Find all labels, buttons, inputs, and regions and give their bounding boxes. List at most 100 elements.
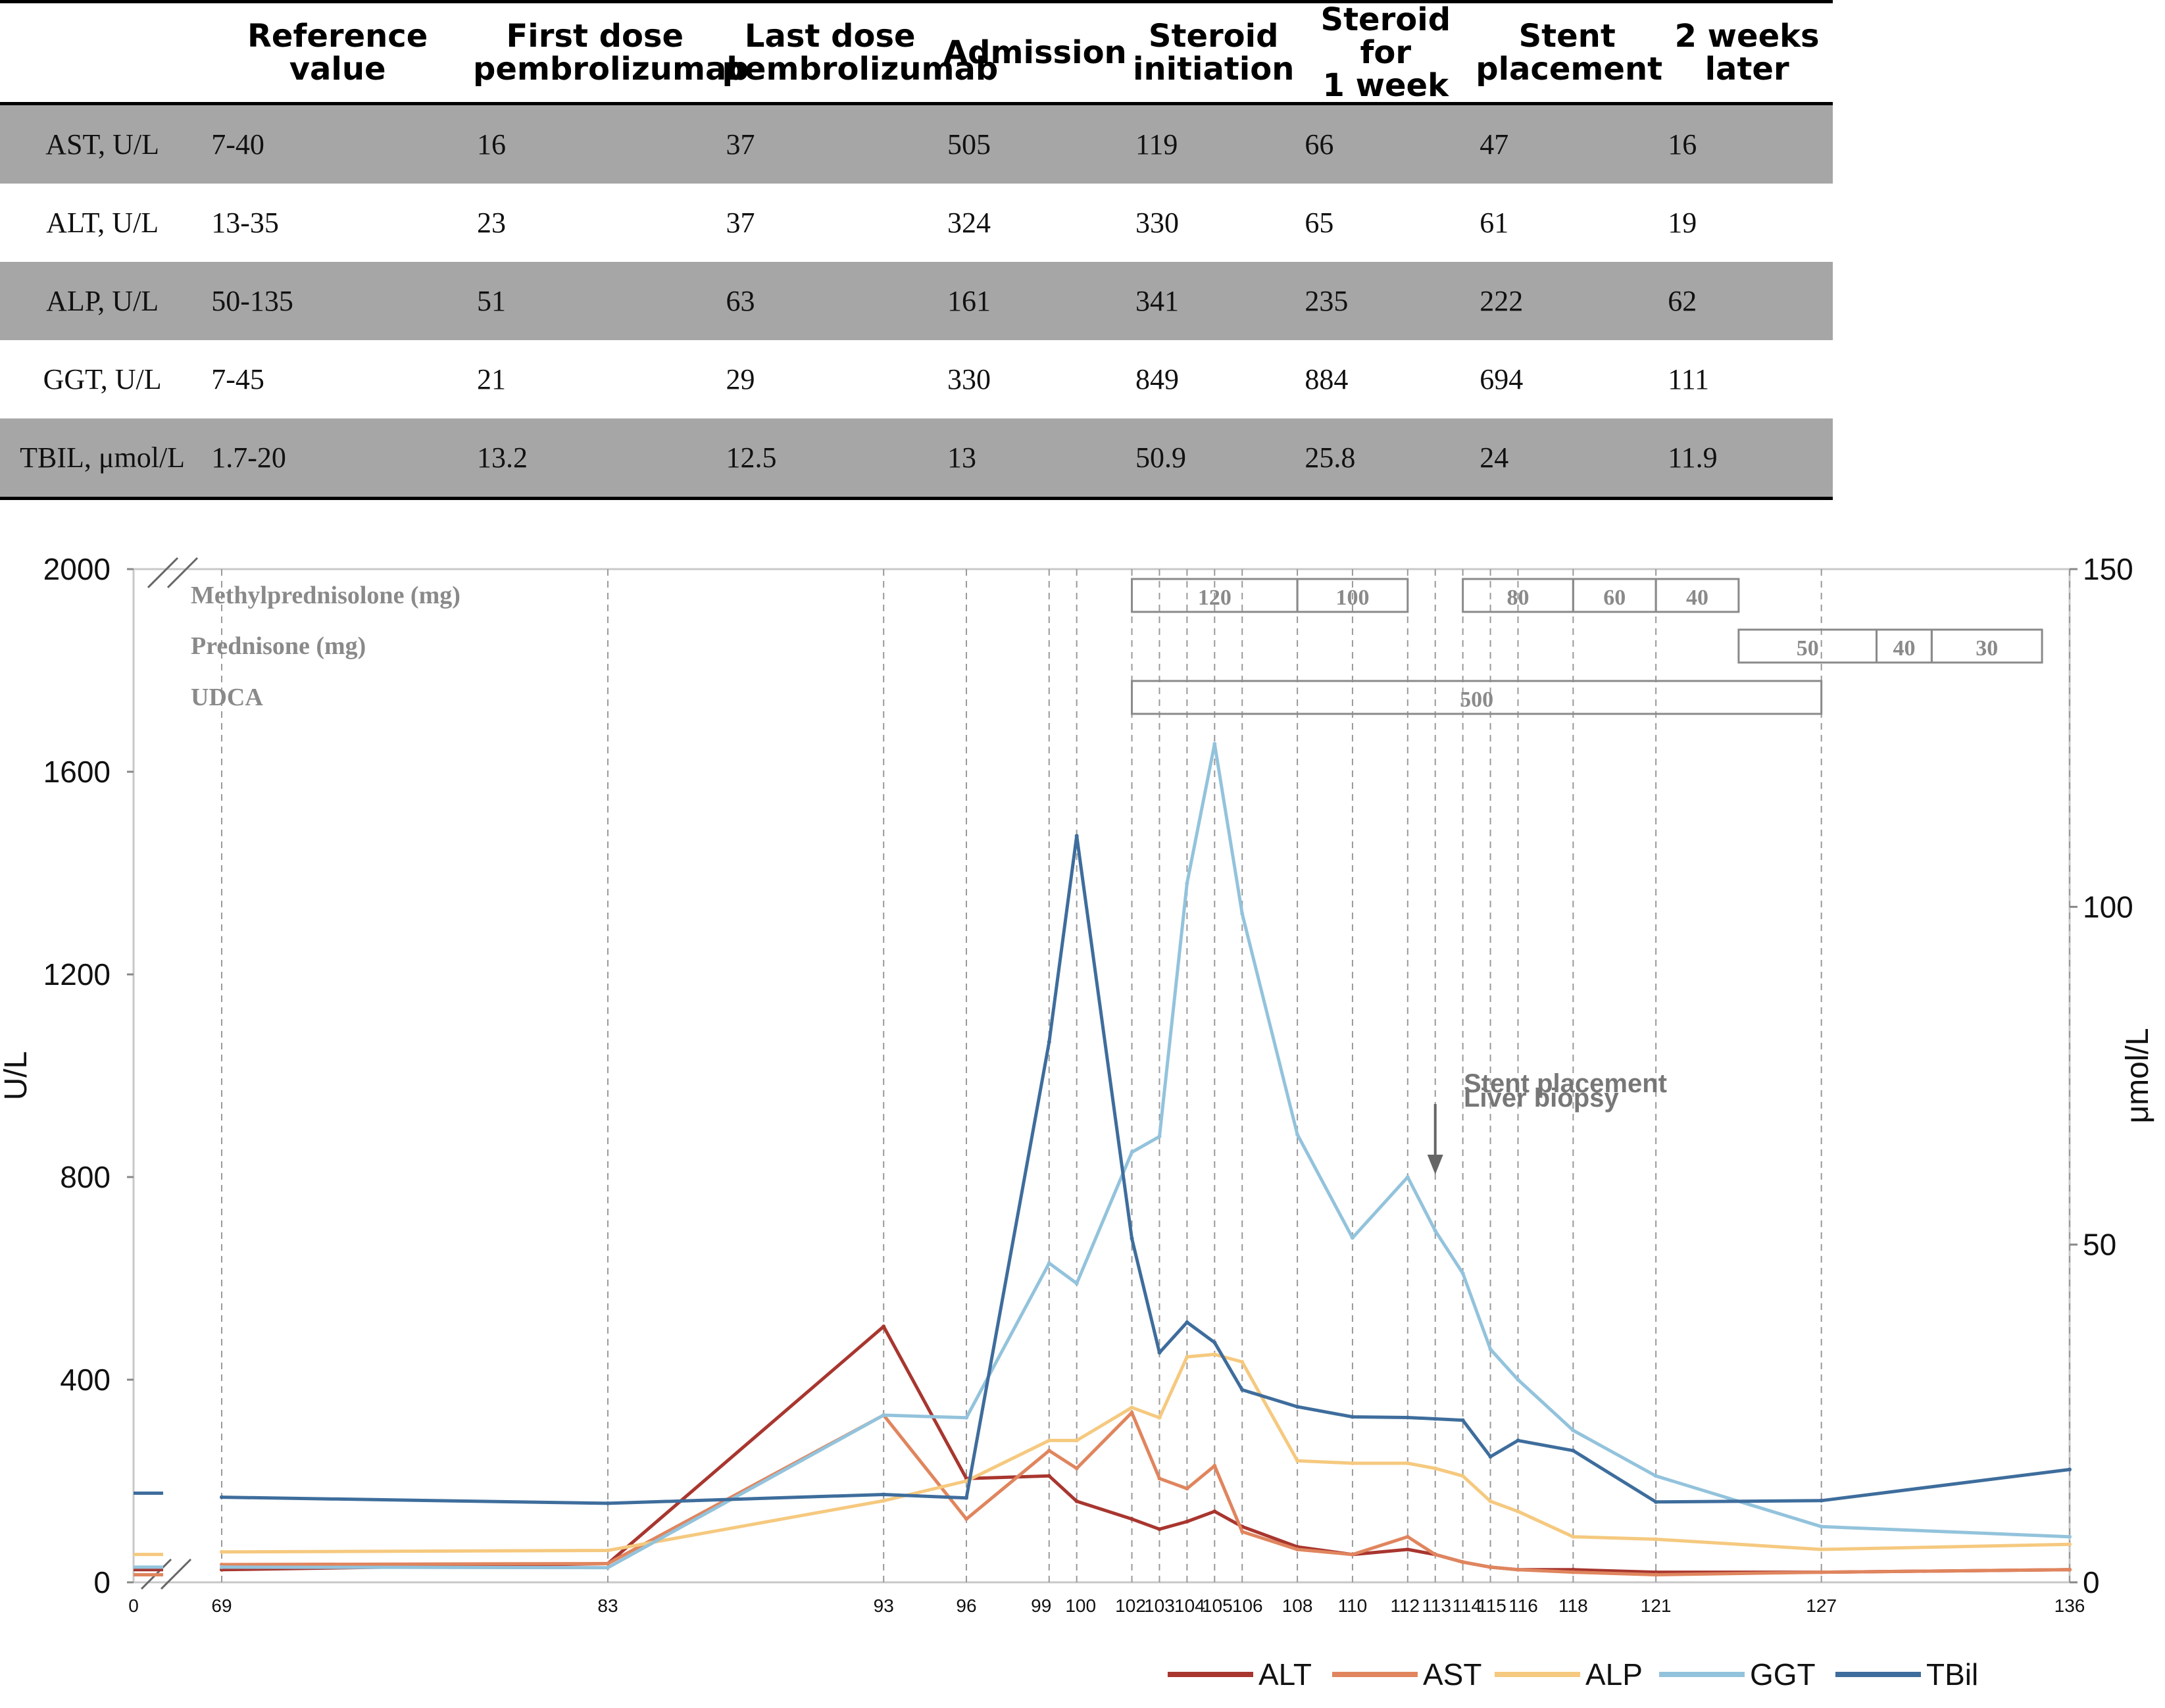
- y-tick-label: 1600: [43, 755, 111, 789]
- data-point-alp: [1185, 1355, 1189, 1359]
- data-point-ggt: [1571, 1428, 1576, 1432]
- x-tick-label: 121: [1641, 1595, 1672, 1616]
- x-tick-label: 69: [211, 1595, 232, 1616]
- data-point-tbil: [1488, 1455, 1493, 1459]
- x-tick-label: 93: [874, 1595, 894, 1616]
- data-point-tbil: [964, 1495, 968, 1500]
- x-tick-label: 136: [2054, 1595, 2085, 1616]
- data-point-alp: [1516, 1509, 1520, 1514]
- data-point-ast: [1240, 1530, 1245, 1534]
- treatment-label: UDCA: [191, 684, 263, 711]
- data-point-tbil: [2068, 1467, 2072, 1472]
- y2-tick-label: 50: [2083, 1228, 2116, 1262]
- table-cell: 12.5: [719, 418, 941, 500]
- data-point-alp: [1654, 1537, 1658, 1542]
- legend-label-tbil: TBil: [1926, 1657, 1978, 1692]
- data-point-ast: [1819, 1570, 1824, 1574]
- treatment-segment: [1131, 680, 1823, 715]
- data-point-tbil: [1074, 834, 1079, 838]
- data-point-ast: [1433, 1552, 1437, 1557]
- treatment-dose: 60: [1603, 586, 1626, 610]
- treatment-dose: 100: [1335, 586, 1369, 610]
- data-point-tbil: [1295, 1405, 1300, 1409]
- table-cell: 51: [470, 262, 720, 340]
- table-row: GGT, U/L 7-45 21 29 330 849 884 694 111: [0, 340, 1833, 418]
- data-point-ast: [1488, 1565, 1493, 1569]
- y2-axis-label: μmol/L: [2120, 1028, 2155, 1123]
- data-point-alp: [1433, 1466, 1437, 1470]
- plot-frame: [132, 568, 2071, 1584]
- treatment-dose: 120: [1198, 586, 1232, 610]
- data-point-alt: [1212, 1509, 1217, 1514]
- y2-tick-label: 0: [2083, 1565, 2100, 1599]
- data-point-ggt: [1074, 1281, 1079, 1286]
- data-point-ggt: [1157, 1134, 1162, 1139]
- y-axis-label: U/L: [0, 1051, 34, 1101]
- table-body: AST, U/L 7-40 16 37 505 119 66 47 16 ALT, U/L 13-3…: [0, 103, 1833, 500]
- series-line-alp: [221, 1353, 2070, 1554]
- data-point-alp: [1212, 1352, 1217, 1357]
- data-point-tbil: [1405, 1415, 1410, 1420]
- data-point-ggt: [1185, 881, 1189, 886]
- data-point-alt: [1405, 1547, 1410, 1551]
- table-cell: 505: [941, 103, 1129, 184]
- table-cell: 7-45: [211, 363, 264, 395]
- table-cell: 25.8: [1298, 418, 1474, 500]
- data-point-tbil: [1130, 1236, 1134, 1241]
- table-cell: 13.2: [470, 418, 720, 500]
- x-tick-label: 103: [1144, 1595, 1175, 1616]
- treatment-dose: 80: [1506, 586, 1529, 610]
- data-point-alt: [1130, 1517, 1134, 1521]
- x-tick-label: 0: [128, 1595, 139, 1616]
- table-cell: 694: [1480, 363, 1524, 395]
- data-point-alp: [882, 1499, 886, 1503]
- x-tick-label: 118: [1558, 1595, 1588, 1616]
- table-cell: 66: [1298, 103, 1474, 184]
- y2-tick-label: 150: [2083, 552, 2133, 586]
- data-point-tbil: [1433, 1417, 1437, 1421]
- data-point-alp: [964, 1479, 968, 1483]
- data-point-alp: [1074, 1438, 1079, 1443]
- data-point-ggt: [2068, 1534, 2072, 1539]
- data-point-tbil: [1240, 1388, 1245, 1392]
- column-header: Steroid for 1 week: [1298, 0, 1474, 105]
- x-tick-label: 116: [1508, 1595, 1538, 1616]
- data-point-tbil: [1047, 1040, 1051, 1044]
- data-point-ggt: [1433, 1228, 1437, 1233]
- x-tick-label: 108: [1282, 1595, 1313, 1616]
- data-point-ggt: [964, 1415, 968, 1420]
- row-label: GGT, U/L: [43, 363, 162, 395]
- table-cell: 65: [1305, 207, 1334, 239]
- data-point-ggt: [1350, 1236, 1355, 1240]
- x-tick-label: 102: [1115, 1595, 1146, 1616]
- x-tick-label: 110: [1338, 1595, 1368, 1616]
- data-point-ast: [964, 1517, 968, 1521]
- table-cell: 13-35: [211, 207, 279, 239]
- x-tick-label: 105: [1202, 1595, 1233, 1616]
- table-cell: 21: [477, 363, 506, 395]
- table-cell: 341: [1129, 262, 1299, 340]
- x-tick-label: 83: [597, 1595, 618, 1616]
- column-header: Reference value: [205, 0, 470, 105]
- table-cell: 13: [941, 418, 1129, 500]
- treatment-dose: 500: [1460, 688, 1493, 712]
- data-point-alt: [1074, 1499, 1079, 1503]
- table-row: TBIL, μmol/L 1.7-20 13.2 12.5 13 50.9 25.8 24 11…: [0, 418, 1833, 500]
- table-cell: 23: [477, 207, 506, 239]
- y-tick-label: 1200: [43, 957, 111, 992]
- data-point-ast: [2068, 1567, 2072, 1572]
- treatment-dose: 50: [1797, 636, 1819, 661]
- data-point-alp: [1350, 1461, 1355, 1466]
- x-tick-label: 100: [1065, 1595, 1096, 1616]
- table-cell: 63: [719, 262, 941, 340]
- data-point-alp: [1405, 1461, 1410, 1466]
- table-cell: 61: [1480, 207, 1509, 239]
- data-point-ast: [1460, 1560, 1465, 1565]
- column-header: 2 weeks later: [1661, 0, 1833, 105]
- table-cell: 37: [726, 207, 755, 239]
- data-point-ggt: [1212, 741, 1217, 746]
- data-point-ggt: [1240, 911, 1245, 916]
- table-cell: 47: [1473, 103, 1662, 184]
- legend-label-alt: ALT: [1258, 1657, 1312, 1692]
- lab-values-table: Reference value First dose pembrolizumab L…: [0, 0, 1833, 500]
